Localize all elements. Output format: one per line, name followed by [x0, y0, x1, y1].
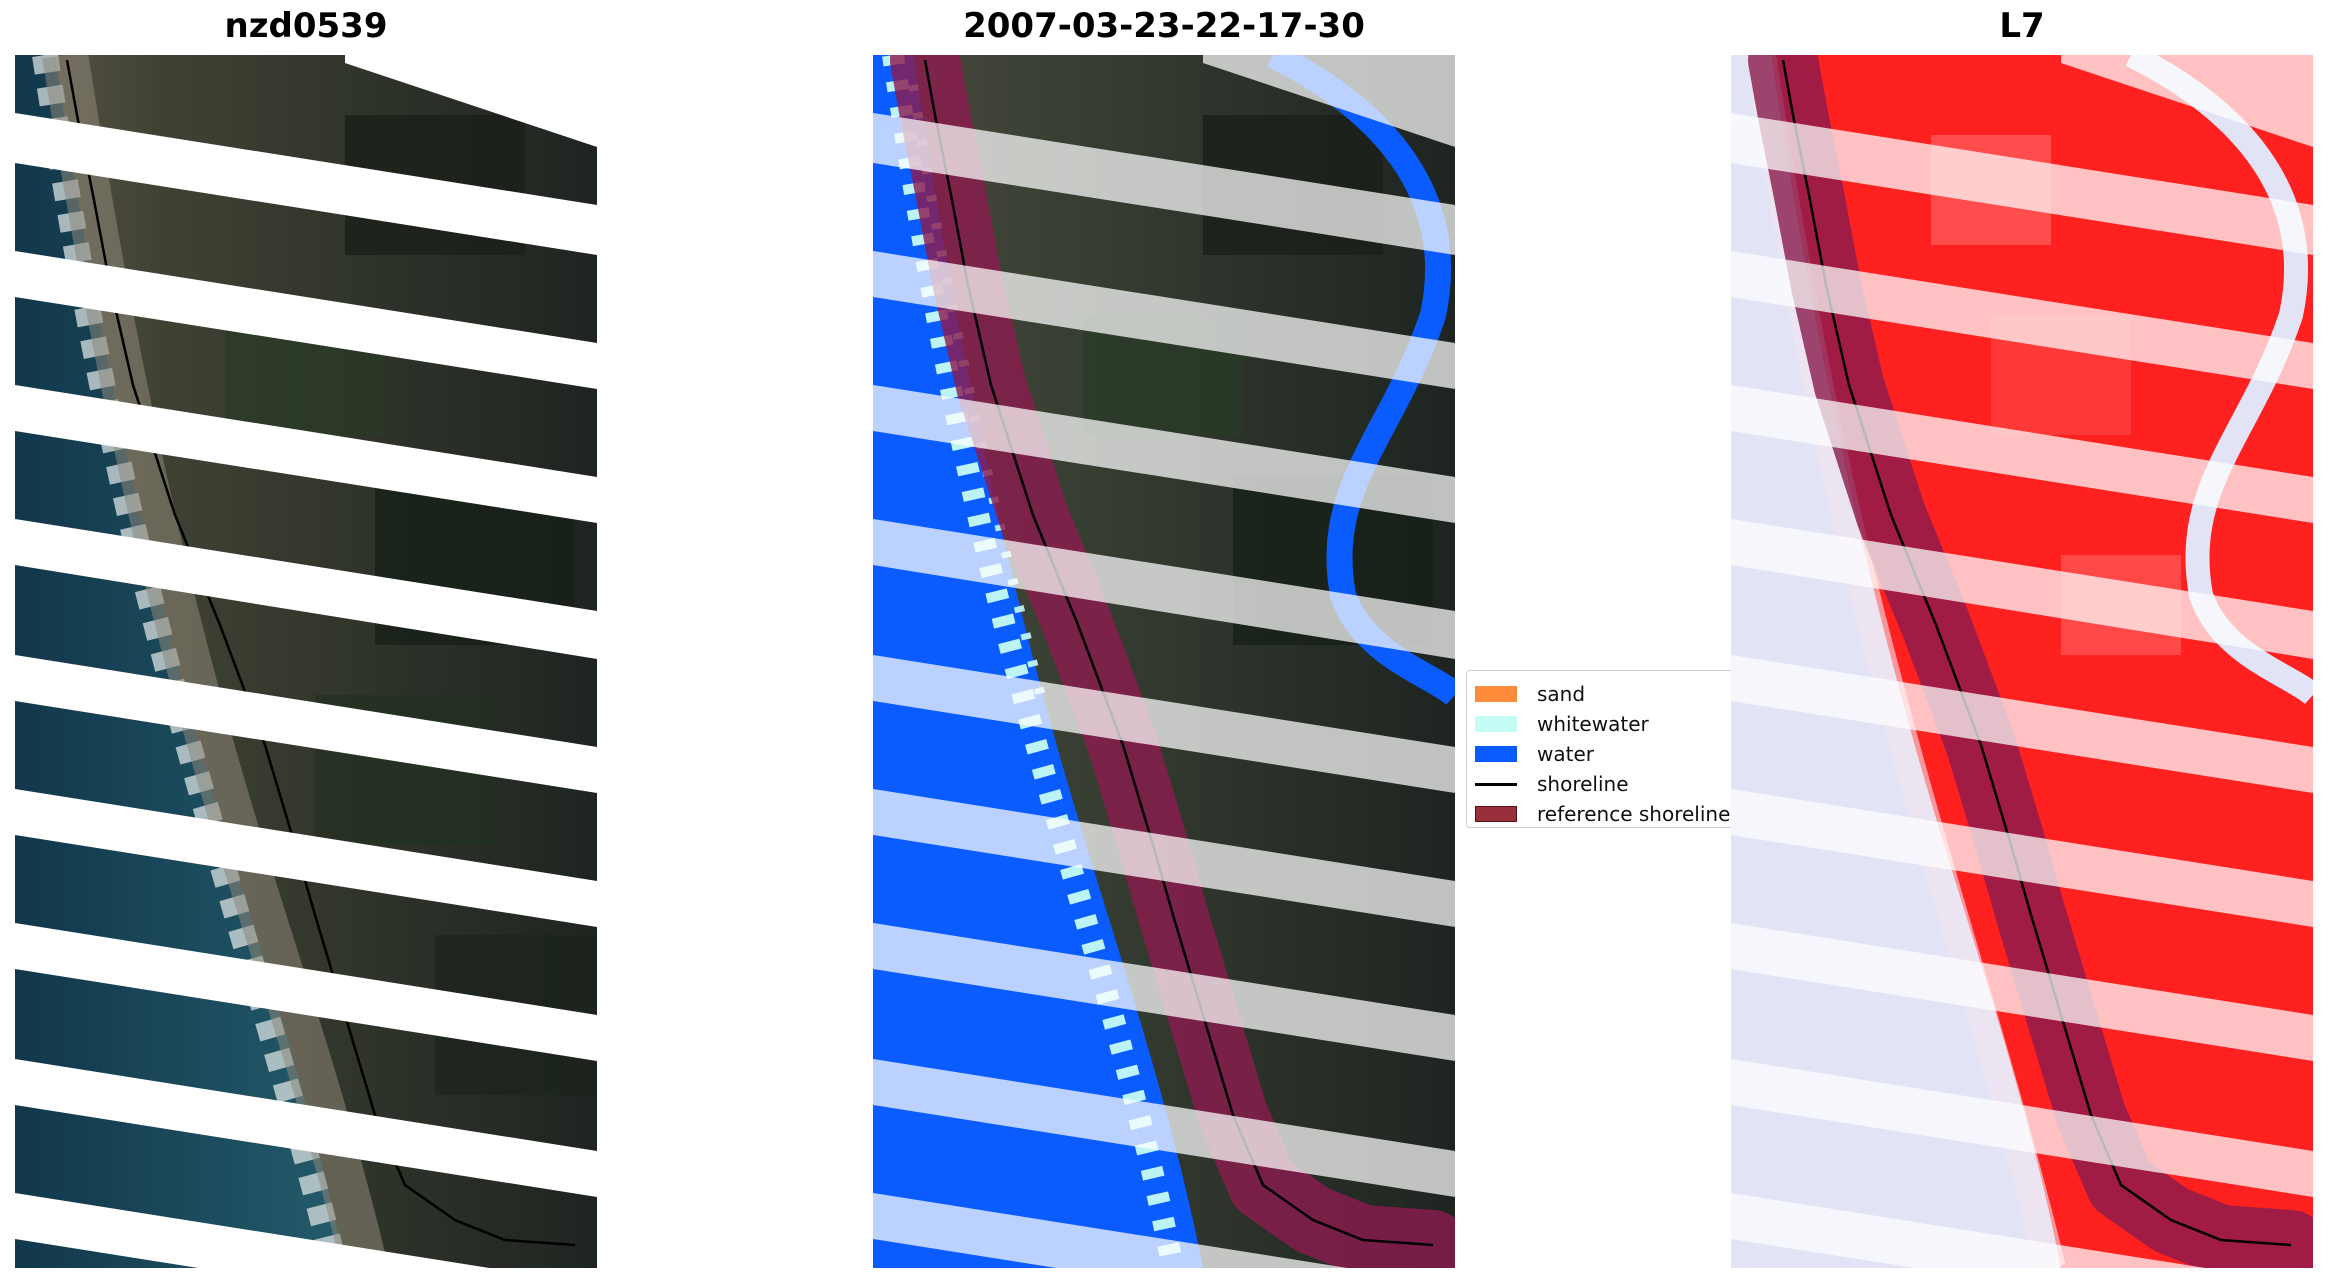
shoreline-line-swatch [1475, 782, 1517, 786]
index-image [1731, 55, 2313, 1268]
legend-item-water: water [1475, 741, 1594, 767]
legend-item-shoreline: shoreline [1475, 771, 1629, 797]
classified-image [873, 55, 1455, 1268]
rgb-satellite-image [15, 55, 597, 1268]
rgb-panel-title: nzd0539 [224, 6, 388, 46]
buffer-swatch [1475, 806, 1517, 822]
water-swatch [1475, 746, 1517, 762]
legend-label: sand [1537, 682, 1586, 706]
index-panel-title: L7 [1999, 6, 2045, 46]
legend-item-whitewater: whitewater [1475, 711, 1649, 737]
sand-swatch [1475, 686, 1517, 702]
legend-item-sand: sand [1475, 681, 1585, 707]
legend-label: shoreline [1537, 772, 1629, 796]
legend-label: whitewater [1537, 712, 1649, 736]
legend-label: water [1537, 742, 1594, 766]
classified-panel-title: 2007-03-23-22-17-30 [963, 6, 1365, 46]
whitewater-swatch [1475, 716, 1517, 732]
